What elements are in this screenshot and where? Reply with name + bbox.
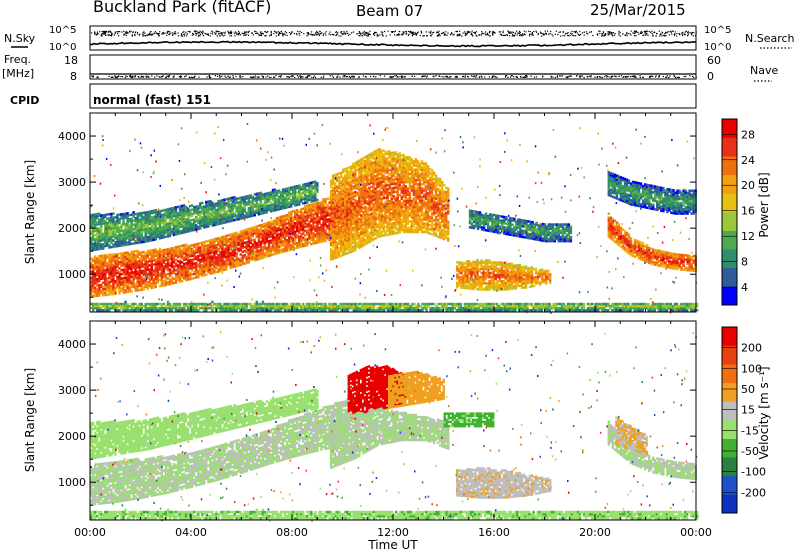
noise-panel: N.Sky 10^5 10^0 10^5 10^0 N.Search	[4, 25, 795, 53]
power-panel: 1000 2000 3000 4000 Slant Range [km]	[23, 112, 699, 314]
colorbar-swatch	[722, 174, 737, 194]
y-tick-label: 2000	[58, 430, 86, 443]
colorbar-swatch	[722, 193, 737, 213]
velocity-panel: 1000 2000 3000 4000 00:00 04:00 08:00 12:00 16:…	[23, 320, 712, 552]
cpid-panel: CPID normal (fast) 151	[10, 83, 697, 109]
colorbar-tick-label: -100	[741, 466, 766, 479]
freq-tick-low: 8	[70, 70, 77, 83]
colorbar-tick-label: 50	[741, 383, 755, 396]
nsearch-label: N.Search	[745, 32, 795, 45]
y-tick-label: 4000	[58, 338, 86, 351]
scatter-noise	[90, 331, 698, 522]
noise-tick-low-left: 10^0	[49, 42, 76, 53]
echo-region-afternoon-orange	[443, 412, 495, 428]
echo-region-noon-green	[388, 370, 445, 409]
colorbar-swatch	[722, 267, 737, 287]
velocity-colorbar: 200 100 50 15 -15 -50 -100 -200 Velocity [m s⁻¹…	[721, 326, 771, 514]
echo-region-upper-band	[90, 388, 319, 460]
colorbar-swatch	[722, 457, 737, 477]
y-tick-label: 3000	[58, 176, 86, 189]
y-tick-label: 1000	[58, 268, 86, 281]
colorbar-tick-label: 28	[741, 128, 755, 141]
colorbar-swatch	[722, 156, 737, 176]
colorbar-swatch	[722, 420, 737, 439]
colorbar-swatch	[722, 382, 737, 402]
colorbar-tick-label: 20	[741, 179, 755, 192]
freq-label-line2: [MHz]	[2, 67, 34, 80]
power-ylabel: Slant Range [km]	[23, 160, 37, 264]
echo-region-upper-band	[90, 180, 319, 252]
x-tick-label: 20:00	[579, 526, 611, 539]
echo-region-main-band	[90, 397, 349, 506]
cpid-label: CPID	[10, 94, 39, 107]
echo-region-evening-band	[607, 212, 697, 273]
y-tick-label: 3000	[58, 384, 86, 397]
colorbar-swatch	[722, 212, 737, 231]
y-tick-label: 1000	[58, 476, 86, 489]
cpid-value: normal (fast) 151	[93, 93, 211, 107]
x-tick-label: 08:00	[276, 526, 308, 539]
time-xlabel: Time UT	[367, 538, 418, 552]
nave-tick-low: 0	[707, 70, 714, 83]
velocity-cbar-label: Velocity [m s⁻¹]	[757, 366, 771, 459]
colorbar-swatch	[722, 345, 737, 365]
station-title: Buckland Park (fitACF)	[93, 0, 271, 16]
colorbar-swatch	[722, 494, 737, 514]
freq-label-line1: Freq.	[4, 53, 31, 66]
nsky-label: N.Sky	[4, 32, 36, 45]
echo-region-evening-green	[615, 416, 648, 455]
noise-tick-high-left: 10^5	[49, 25, 76, 36]
colorbar-swatch	[722, 475, 737, 495]
colorbar-swatch	[722, 137, 737, 157]
colorbar-swatch	[722, 230, 737, 250]
echo-region-main-band	[90, 189, 349, 298]
colorbar-swatch	[722, 364, 737, 384]
echo-region-afternoon-patch	[456, 258, 552, 291]
x-tick-label: 00:00	[74, 526, 106, 539]
colorbar-tick-label: -200	[741, 486, 766, 499]
x-tick-label: 04:00	[175, 526, 207, 539]
freq-panel: Freq. [MHz] 18 8 60 0 Nave	[2, 53, 778, 83]
colorbar-tick-label: 15	[741, 404, 755, 417]
colorbar-swatch	[722, 438, 737, 458]
x-tick-label: 00:00	[680, 526, 712, 539]
colorbar-tick-label: 200	[741, 342, 762, 355]
freq-tick-high: 18	[64, 54, 78, 67]
y-tick-label: 4000	[58, 130, 86, 143]
colorbar-swatch	[722, 119, 737, 138]
colorbar-swatch	[722, 249, 737, 269]
echo-region-ground-band	[90, 508, 699, 520]
nave-trace	[91, 75, 697, 79]
colorbar-tick-label: 12	[741, 230, 755, 243]
velocity-ylabel: Slant Range [km]	[23, 368, 37, 472]
nave-label: Nave	[750, 64, 778, 77]
echo-region-afternoon-green	[456, 466, 552, 499]
nsky-trace	[89, 40, 697, 48]
colorbar-tick-label: 8	[741, 256, 748, 269]
nsearch-dots	[91, 30, 697, 37]
beam-title: Beam 07	[356, 2, 423, 20]
noise-tick-high-right: 10^5	[704, 25, 731, 36]
date-title: 25/Mar/2015	[590, 1, 686, 19]
colorbar-swatch	[722, 401, 737, 421]
x-tick-label: 16:00	[478, 526, 510, 539]
noise-tick-low-right: 10^0	[704, 42, 731, 53]
colorbar-tick-label: 4	[741, 281, 748, 294]
colorbar-tick-label: 100	[741, 362, 762, 375]
colorbar-tick-label: -15	[741, 424, 759, 437]
y-tick-label: 2000	[58, 222, 86, 235]
colorbar-swatch	[722, 327, 737, 346]
nave-tick-high: 60	[707, 54, 721, 67]
echo-region-noon-arc	[329, 148, 450, 261]
colorbar-tick-label: -50	[741, 445, 759, 458]
colorbar-swatch	[722, 286, 737, 306]
echo-region-noon-grey	[329, 407, 450, 469]
scatter-noise	[90, 123, 697, 314]
colorbar-tick-label: 24	[741, 154, 755, 167]
power-colorbar: 28 24 20 16 12 8 4 Power [dB]	[721, 118, 771, 306]
colorbar-tick-label: 16	[741, 205, 755, 218]
x-tick-label: 12:00	[377, 526, 409, 539]
power-cbar-label: Power [dB]	[757, 172, 771, 237]
